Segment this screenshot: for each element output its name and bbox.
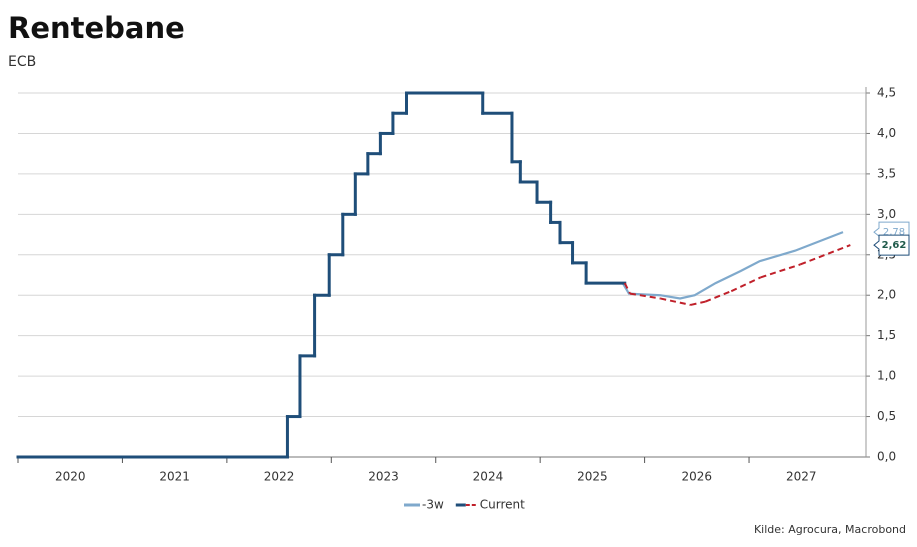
end-label: 2,62 — [873, 234, 910, 256]
legend-item: -3w — [404, 498, 444, 512]
y-tick-label: 1,5 — [877, 328, 896, 342]
x-tick-label: 2026 — [682, 470, 713, 484]
y-tick-label: 1,0 — [877, 369, 896, 383]
legend-label: -3w — [422, 498, 444, 512]
forecast-segment — [760, 263, 801, 279]
end-label-text: 2,62 — [882, 240, 907, 251]
x-tick-label: 2025 — [577, 470, 608, 484]
y-tick-label: 3,5 — [877, 166, 896, 180]
chart-subtitle: ECB — [8, 54, 36, 70]
x-tick-label: 2024 — [473, 470, 504, 484]
forecast-segment — [704, 290, 732, 303]
y-tick-label: 0,0 — [877, 450, 896, 464]
source-note: Kilde: Agrocura, Macrobond — [754, 523, 906, 536]
line — [621, 231, 844, 300]
y-tick-label: 4,5 — [877, 86, 896, 100]
y-tick-label: 4,0 — [877, 126, 896, 140]
y-tick-label: 3,0 — [877, 207, 896, 221]
x-tick-label: 2021 — [159, 470, 190, 484]
grid: 0,00,51,01,52,02,53,03,54,04,52020202120… — [17, 86, 896, 484]
forecast-segment — [623, 282, 631, 295]
legend-label: Current — [480, 498, 525, 512]
forecast-segment — [660, 297, 691, 306]
end-label-text: 2,78 — [883, 227, 905, 238]
legend-item: Current — [455, 498, 525, 512]
forecast-segment — [799, 244, 851, 266]
y-tick-label: 2,0 — [877, 288, 896, 302]
forecast-segment — [629, 292, 661, 300]
x-tick-label: 2020 — [55, 470, 86, 484]
chart-title: Rentebane — [8, 11, 185, 45]
x-tick-label: 2023 — [368, 470, 399, 484]
forecast-segment — [730, 276, 761, 293]
overlay: 2,78 2,62 -3w Current — [404, 221, 910, 512]
end-label-box — [873, 234, 910, 256]
y-tick-label: 0,5 — [877, 409, 896, 423]
x-tick-label: 2022 — [264, 470, 295, 484]
forecast-segment — [690, 300, 706, 306]
x-tick-label: 2027 — [786, 470, 817, 484]
plot-area — [16, 91, 851, 459]
